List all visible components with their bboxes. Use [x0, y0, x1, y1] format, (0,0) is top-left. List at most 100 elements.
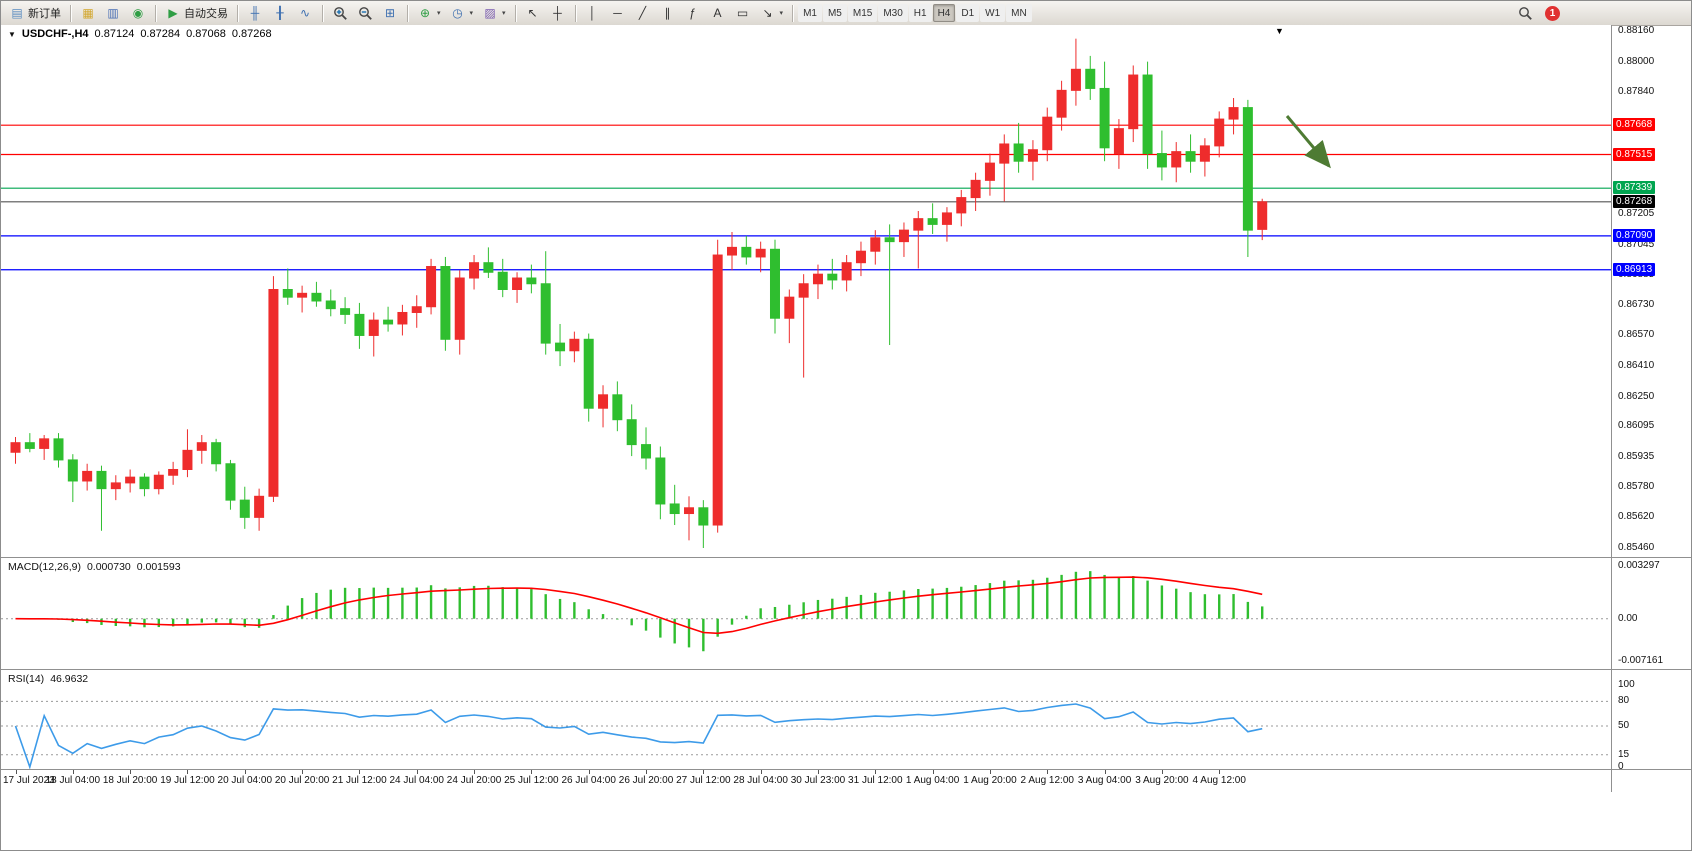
price-tick: 0.87840: [1618, 86, 1655, 98]
new-order-button-label: 新订单: [28, 8, 61, 20]
time-tick: [703, 770, 705, 774]
toolbar: ▤ 新订单 ▦ ▥ ◉ ▶ 自动交易 ╫ ╂ ∿ ⊞ ⊕ ▾ ◷ ▾ ▨ ▾ ↖ ┼ │ ─ ╱ ∥ ƒ A ▭ ↘ ▾ M1 M5 M15…: [1, 1, 1691, 26]
time-label: 26 Jul 04:00: [561, 775, 616, 786]
time-tick: [302, 770, 304, 774]
chart-header: ▼ USDCHF-,H4 0.87124 0.87284 0.87068 0.8…: [8, 28, 272, 40]
periods-button[interactable]: ◷ ▾: [446, 3, 478, 23]
macd-chart[interactable]: [1, 558, 1611, 669]
price-tick: 0.85935: [1618, 451, 1655, 463]
channel-icon: ∥: [664, 6, 671, 20]
auto-trading-button[interactable]: ▶ 自动交易: [161, 3, 232, 23]
text-label-button[interactable]: ▭: [731, 3, 755, 23]
auto-trading-icon: ▶: [168, 6, 178, 20]
panel-divider[interactable]: [1, 669, 1691, 670]
tile-windows-icon: ⊞: [384, 6, 396, 20]
periods-icon: ◷: [452, 6, 463, 20]
zoom-out-button[interactable]: [353, 3, 377, 23]
bar-chart-icon: ╫: [250, 6, 260, 20]
tile-windows-button[interactable]: ⊞: [378, 3, 402, 23]
arrow-annotation[interactable]: [1285, 115, 1331, 169]
horizontal-line-icon: ─: [613, 6, 622, 20]
text-button[interactable]: A: [706, 3, 730, 23]
timeframe-h4[interactable]: H4: [932, 4, 956, 22]
rsi-line: [14, 703, 1263, 770]
price-tick: 0.87045: [1618, 238, 1655, 250]
rsi-axis-label: 80: [1618, 695, 1630, 707]
line-chart-button[interactable]: ∿: [293, 3, 317, 23]
crosshair-button[interactable]: ┼: [546, 3, 570, 23]
candlestick-chart-button[interactable]: ╂: [268, 3, 292, 23]
timeframe-m15[interactable]: M15: [847, 4, 878, 22]
toolbar-separator: [574, 4, 576, 22]
time-axis[interactable]: 17 Jul 2023 18 Jul 04:00 18 Jul 20:00 19 Ju…: [1, 770, 1611, 794]
time-label: 21 Jul 12:00: [332, 775, 387, 786]
profiles-button[interactable]: ▦: [76, 3, 100, 23]
time-tick: [474, 770, 476, 774]
time-tick: [989, 770, 991, 774]
macd-axis-label: 0.003297: [1618, 560, 1660, 571]
data-window-button[interactable]: ◉: [126, 3, 150, 23]
arrows-button[interactable]: ↘ ▾: [756, 3, 788, 23]
time-label: 24 Jul 20:00: [446, 775, 502, 786]
macd-panel[interactable]: [1, 558, 1611, 669]
templates-button[interactable]: ▨ ▾: [478, 3, 510, 23]
ohlc-low: 0.87068: [186, 28, 226, 40]
fibonacci-icon: ƒ: [689, 6, 696, 20]
time-label: 4 Aug 12:00: [1192, 775, 1246, 786]
time-label: 3 Aug 20:00: [1135, 775, 1189, 786]
toolbar-separator: [407, 4, 408, 22]
zoom-in-button[interactable]: [328, 3, 352, 23]
data-window-icon: ◉: [132, 6, 144, 20]
rsi-chart[interactable]: [1, 670, 1611, 770]
fibonacci-button[interactable]: ƒ: [681, 3, 705, 23]
timeframe-w1[interactable]: W1: [980, 4, 1006, 22]
price-tick: 0.88160: [1618, 25, 1655, 36]
time-label: 18 Jul 20:00: [102, 775, 158, 786]
panel-divider[interactable]: [1, 557, 1691, 558]
ohlc-high: 0.87284: [140, 28, 181, 40]
timeframe-mn[interactable]: MN: [1006, 4, 1032, 22]
timeframe-m1[interactable]: M1: [798, 4, 822, 22]
panel-divider[interactable]: [1, 769, 1691, 770]
price-tick: 0.86570: [1618, 329, 1655, 341]
time-label: 19 Jul 12:00: [160, 775, 215, 786]
market-watch-button[interactable]: ▥: [101, 3, 125, 23]
chart-collapse-icon[interactable]: ▼: [8, 29, 16, 39]
text-label-icon: ▭: [736, 6, 749, 20]
timeframe-m30[interactable]: M30: [878, 4, 908, 22]
indicators-button[interactable]: ⊕ ▾: [413, 3, 445, 23]
time-tick: [1161, 770, 1163, 774]
search-button[interactable]: [1513, 3, 1537, 23]
channel-button[interactable]: ∥: [656, 3, 680, 23]
rsi-axis-label: 100: [1618, 679, 1635, 690]
time-tick: [187, 770, 189, 774]
notification-badge[interactable]: 1: [1545, 5, 1560, 21]
toolbar-separator: [322, 4, 323, 22]
price-chart-panel[interactable]: [1, 25, 1611, 558]
timeframe-h1[interactable]: H1: [908, 4, 932, 22]
new-order-icon: ▤: [11, 6, 23, 20]
indicators-icon: ⊕: [419, 6, 431, 20]
time-label: 27 Jul 12:00: [676, 775, 731, 786]
time-label: 28 Jul 04:00: [733, 775, 788, 786]
time-label: 20 Jul 04:00: [217, 775, 273, 786]
timeframe-d1[interactable]: D1: [956, 4, 980, 22]
bar-chart-button[interactable]: ╫: [243, 3, 267, 23]
chart-shift-marker[interactable]: ▼: [1275, 26, 1284, 36]
toolbar-separator: [155, 4, 156, 22]
cursor-button[interactable]: ↖: [521, 3, 545, 23]
rsi-panel[interactable]: [1, 670, 1611, 770]
candlestick-chart[interactable]: [1, 25, 1611, 558]
vertical-line-button[interactable]: │: [581, 3, 605, 23]
candles: [10, 38, 1268, 548]
price-tick: 0.86410: [1618, 360, 1655, 372]
horizontal-line-button[interactable]: ─: [606, 3, 630, 23]
zoom-in-icon: [332, 5, 348, 21]
rsi-axis-label: 0: [1618, 761, 1624, 772]
new-order-button[interactable]: ▤ 新订单: [5, 3, 65, 23]
price-axis[interactable]: 0.881600.880000.878400.872050.870450.868…: [1612, 1, 1691, 850]
toolbar-separator: [237, 4, 238, 22]
trendline-button[interactable]: ╱: [631, 3, 655, 23]
timeframe-m5[interactable]: M5: [822, 4, 847, 22]
